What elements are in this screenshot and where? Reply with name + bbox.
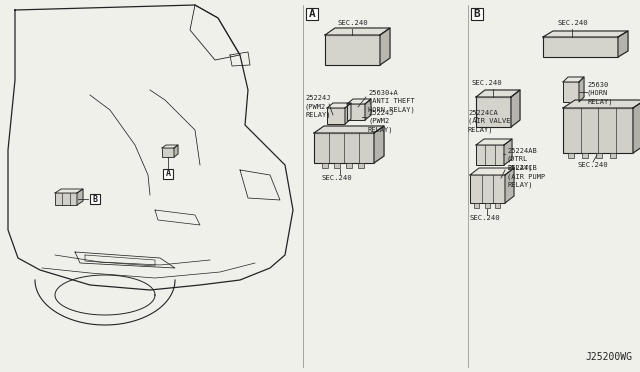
Polygon shape bbox=[476, 90, 520, 97]
Polygon shape bbox=[618, 31, 628, 57]
Text: B: B bbox=[93, 195, 97, 203]
Text: 25224AB
(DTRL
RELAY): 25224AB (DTRL RELAY) bbox=[507, 148, 537, 171]
Bar bbox=[163, 169, 173, 179]
Polygon shape bbox=[579, 77, 584, 102]
Bar bbox=[306, 8, 318, 20]
Polygon shape bbox=[345, 103, 351, 124]
Polygon shape bbox=[77, 189, 83, 205]
Bar bbox=[358, 163, 364, 168]
Bar bbox=[90, 194, 100, 204]
Text: SEC.240: SEC.240 bbox=[471, 80, 502, 86]
Text: B: B bbox=[474, 9, 481, 19]
Polygon shape bbox=[563, 77, 584, 82]
Text: A: A bbox=[308, 9, 316, 19]
Bar bbox=[474, 203, 479, 208]
Text: 25224J
(PWM2
RELAY): 25224J (PWM2 RELAY) bbox=[305, 95, 330, 118]
Bar bbox=[470, 175, 505, 203]
Bar bbox=[322, 163, 328, 168]
Polygon shape bbox=[327, 103, 351, 108]
Text: 25224CA
(AIR VALVE
RELAY): 25224CA (AIR VALVE RELAY) bbox=[468, 110, 511, 133]
Polygon shape bbox=[504, 139, 512, 165]
Text: SEC.240: SEC.240 bbox=[470, 215, 500, 221]
Text: 25630
(HORN
RELAY): 25630 (HORN RELAY) bbox=[587, 82, 612, 105]
Polygon shape bbox=[314, 126, 384, 133]
Polygon shape bbox=[505, 168, 514, 203]
Text: J25200WG: J25200WG bbox=[585, 352, 632, 362]
Bar bbox=[495, 203, 500, 208]
Text: SEC.240: SEC.240 bbox=[322, 175, 353, 181]
Bar bbox=[563, 108, 633, 153]
Polygon shape bbox=[380, 28, 390, 65]
Bar bbox=[346, 163, 352, 168]
Bar bbox=[334, 163, 340, 168]
Text: 25224J
(PWM2
RELAY): 25224J (PWM2 RELAY) bbox=[368, 110, 394, 133]
Text: A: A bbox=[166, 170, 170, 179]
Text: 25224CB
(AIR PUMP
RELAY): 25224CB (AIR PUMP RELAY) bbox=[507, 165, 545, 188]
Polygon shape bbox=[511, 90, 520, 127]
Polygon shape bbox=[365, 99, 371, 120]
Bar bbox=[596, 153, 602, 158]
Polygon shape bbox=[174, 145, 178, 157]
Bar bbox=[327, 108, 345, 124]
Polygon shape bbox=[374, 126, 384, 163]
Bar bbox=[314, 133, 374, 163]
Text: SEC.240: SEC.240 bbox=[578, 162, 609, 168]
Polygon shape bbox=[633, 100, 640, 153]
Bar bbox=[347, 104, 365, 120]
Bar bbox=[568, 153, 574, 158]
Bar bbox=[476, 145, 504, 165]
Polygon shape bbox=[563, 100, 640, 108]
Polygon shape bbox=[543, 31, 628, 37]
Polygon shape bbox=[470, 168, 514, 175]
Bar bbox=[162, 148, 174, 157]
Polygon shape bbox=[55, 189, 83, 193]
Polygon shape bbox=[347, 99, 371, 104]
Bar bbox=[485, 203, 490, 208]
Text: 25630+A
(ANTI THEFT
HORN RELAY): 25630+A (ANTI THEFT HORN RELAY) bbox=[368, 90, 415, 113]
Bar bbox=[476, 97, 511, 127]
Polygon shape bbox=[476, 139, 512, 145]
Text: SEC.240: SEC.240 bbox=[557, 20, 588, 26]
Bar bbox=[610, 153, 616, 158]
Bar bbox=[543, 37, 618, 57]
Bar bbox=[55, 193, 77, 205]
Text: SEC.240: SEC.240 bbox=[337, 20, 367, 26]
Bar bbox=[563, 82, 579, 102]
Bar bbox=[325, 35, 380, 65]
Polygon shape bbox=[325, 28, 390, 35]
Polygon shape bbox=[162, 145, 178, 148]
Bar bbox=[471, 8, 483, 20]
Bar bbox=[582, 153, 588, 158]
